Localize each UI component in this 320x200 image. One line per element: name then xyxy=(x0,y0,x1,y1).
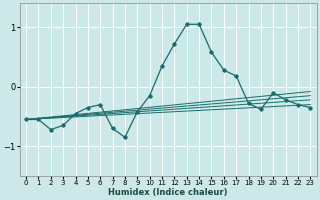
X-axis label: Humidex (Indice chaleur): Humidex (Indice chaleur) xyxy=(108,188,228,197)
